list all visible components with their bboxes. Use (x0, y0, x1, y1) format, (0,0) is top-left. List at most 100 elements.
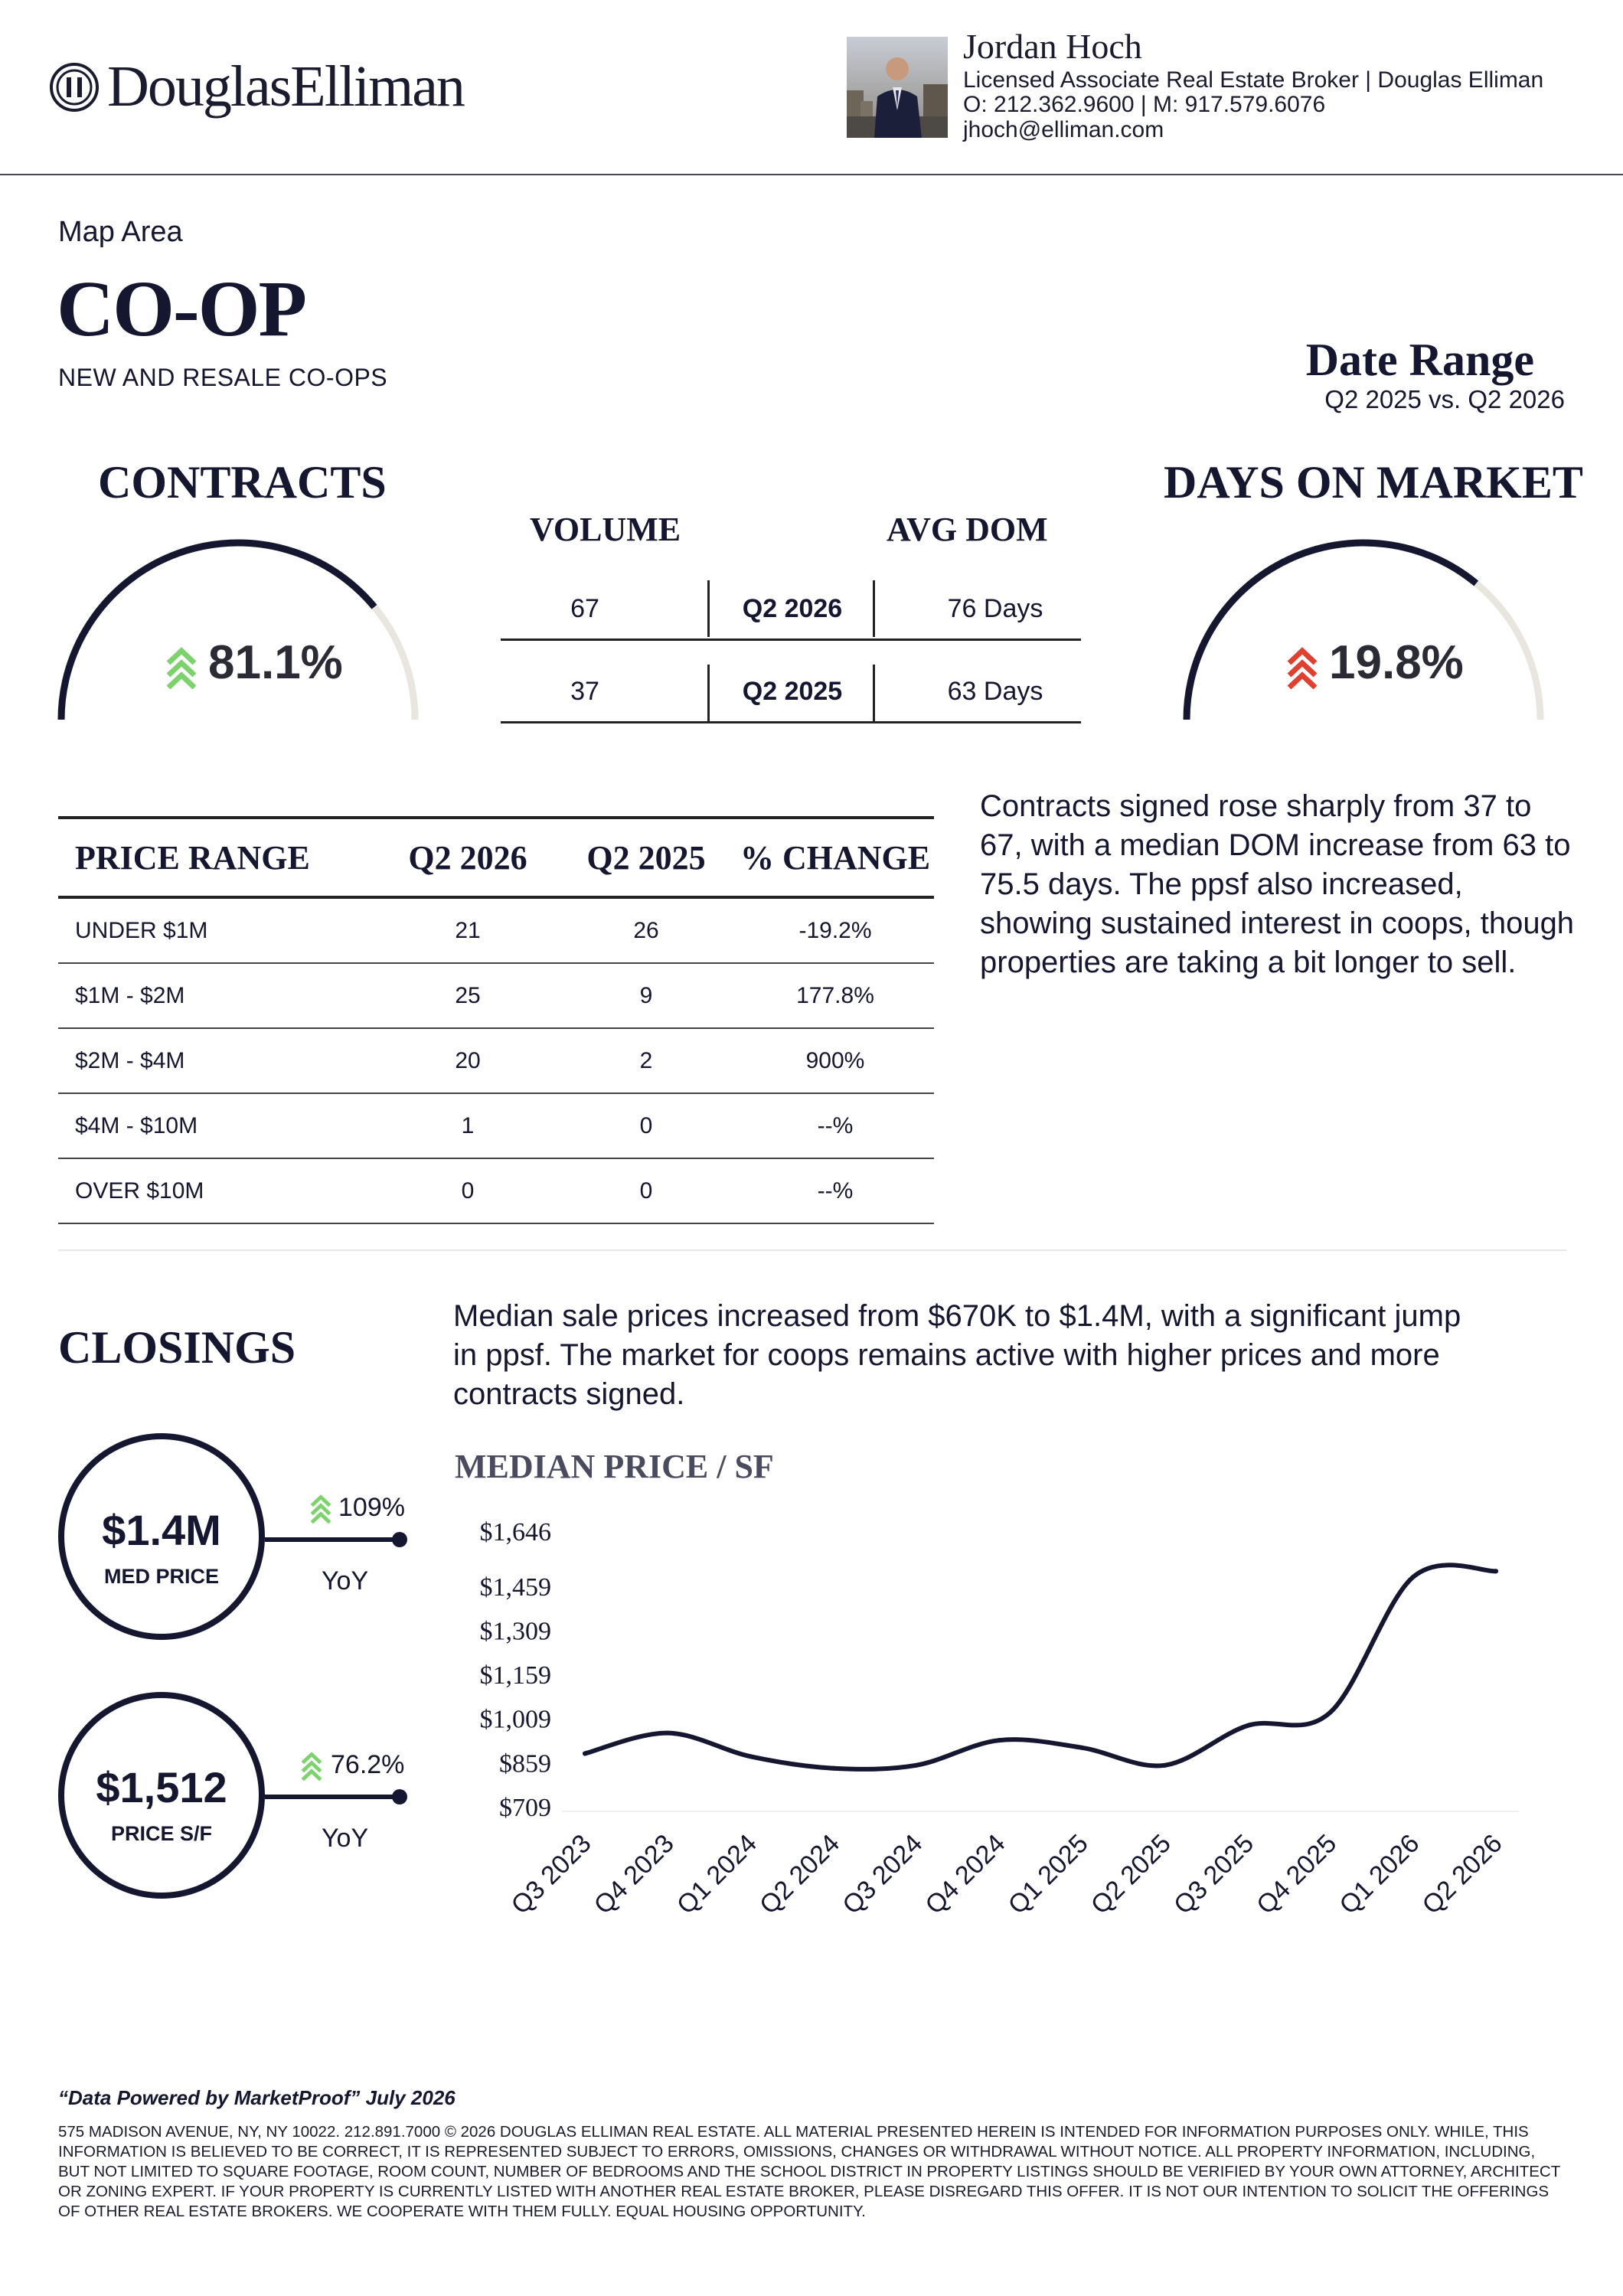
cell-q2-2025: 2 (639, 1047, 653, 1073)
cell-q2-2026: 25 (455, 982, 481, 1008)
agent-email[interactable]: jhoch@elliman.com (963, 117, 1164, 142)
data-point (1494, 1569, 1498, 1574)
table-row: $2M - $4M 20 2 900% (58, 1029, 934, 1094)
x-tick-label: Q1 2026 (1334, 1829, 1425, 1920)
cell-q2-2026: 20 (455, 1047, 481, 1073)
dom-up-arrow-icon (1287, 647, 1318, 689)
price-per-sf-up-arrow-icon (301, 1752, 322, 1781)
brand-name: DouglasElliman (107, 54, 465, 119)
price-per-sf-circle (58, 1692, 265, 1899)
x-tick-label: Q4 2025 (1251, 1829, 1342, 1920)
date-range-title: Date Range (1305, 335, 1534, 385)
x-tick-label: Q1 2024 (671, 1829, 763, 1920)
chart-title: MEDIAN PRICE / SF (455, 1448, 774, 1485)
y-tick-label: $1,159 (480, 1661, 552, 1690)
median-price-up-arrow-icon (310, 1494, 331, 1524)
price-range-table: PRICE RANGE Q2 2026 Q2 2025 % CHANGE UND… (58, 816, 934, 1224)
data-point (996, 1738, 1001, 1743)
column-separator (707, 580, 710, 637)
header-price-range: PRICE RANGE (75, 838, 310, 877)
y-tick-label: $1,309 (480, 1617, 552, 1645)
x-tick-label: Q2 2024 (754, 1829, 845, 1920)
cell-range: $1M - $2M (75, 982, 185, 1008)
median-price-sf-line (583, 1563, 1498, 1772)
brand-logo: DouglasElliman (49, 54, 465, 120)
data-point (583, 1751, 587, 1756)
cell-q2-2026: 21 (455, 917, 481, 943)
connector-line (265, 1537, 400, 1542)
column-separator (873, 580, 875, 637)
contracts-up-arrow-icon (166, 647, 197, 689)
report-title: CO-OP (57, 265, 307, 353)
volume-value: 67 (570, 594, 599, 623)
table-row: $1M - $2M 25 9 177.8% (58, 964, 934, 1029)
price-per-sf-period: YoY (322, 1824, 369, 1853)
report-subtitle: NEW AND RESALE CO-OPS (58, 364, 388, 391)
cell-q2-2026: 0 (461, 1177, 475, 1204)
column-separator (707, 665, 710, 721)
avg-dom-value: 63 Days (947, 677, 1043, 706)
y-tick-label: $1,009 (480, 1706, 552, 1734)
header-change: % CHANGE (740, 838, 931, 877)
table-row: $4M - $10M 1 0 --% (58, 1094, 934, 1159)
data-source: “Data Powered by MarketProof” July 2026 (58, 2086, 456, 2109)
cell-q2-2025: 26 (633, 917, 659, 943)
contracts-heading: CONTRACTS (98, 457, 387, 508)
median-price-change: 109% (338, 1493, 405, 1522)
x-tick-label: Q4 2024 (919, 1829, 1011, 1920)
avg-dom-col-header: AVG DOM (887, 511, 1048, 548)
table-header: PRICE RANGE Q2 2026 Q2 2025 % CHANGE (58, 816, 934, 899)
contracts-commentary: Contracts signed rose sharply from 37 to… (980, 789, 1575, 979)
agent-photo (847, 37, 948, 138)
cell-change: 177.8% (796, 982, 874, 1008)
agent-name: Jordan Hoch (963, 27, 1142, 66)
contracts-gauge (57, 539, 419, 720)
cell-range: UNDER $1M (75, 917, 208, 943)
x-tick-label: Q2 2026 (1417, 1829, 1508, 1920)
median-price-sf-chart: $1,646 $1,459 $1,309 $1,159 $1,009 $859 $709 Q3… (480, 1518, 1519, 1920)
volume-value: 37 (570, 677, 599, 706)
data-point (748, 1754, 753, 1759)
row-divider (501, 639, 1081, 641)
period-label: Q2 2026 (742, 594, 843, 623)
price-per-sf-label: PRICE S/F (110, 1822, 213, 1845)
x-tick-label: Q1 2025 (1003, 1829, 1094, 1920)
row-divider (501, 721, 1081, 723)
cell-change: 900% (805, 1047, 865, 1073)
table-row: UNDER $1M 21 26 -19.2% (58, 899, 934, 964)
cell-q2-2025: 0 (639, 1112, 653, 1138)
data-point (665, 1730, 671, 1736)
closings-heading: CLOSINGS (58, 1322, 296, 1373)
header-divider (0, 174, 1623, 175)
data-point (1327, 1710, 1333, 1715)
y-tick-label: $1,459 (480, 1573, 552, 1602)
data-point (1162, 1762, 1167, 1768)
data-point (1079, 1745, 1085, 1750)
cell-range: $2M - $4M (75, 1047, 185, 1073)
agent-title: Licensed Associate Real Estate Broker | … (963, 67, 1544, 93)
cell-change: -19.2% (798, 917, 872, 943)
period-label: Q2 2025 (742, 677, 843, 706)
connector-dot (392, 1789, 407, 1804)
median-price-circle (58, 1433, 265, 1640)
date-range: Q2 2025 vs. Q2 2026 (1324, 385, 1565, 413)
y-tick-label: $1,646 (480, 1518, 552, 1546)
y-tick-label: $859 (499, 1749, 551, 1778)
cell-range: OVER $10M (75, 1177, 204, 1204)
data-point (913, 1762, 919, 1768)
agent-phones: O: 212.362.9600 | M: 917.579.6076 (963, 92, 1326, 117)
cell-range: $4M - $10M (75, 1112, 198, 1138)
closings-commentary: Median sale prices increased from $670K … (453, 1299, 1461, 1411)
data-point (831, 1765, 836, 1771)
y-tick-label: $709 (499, 1794, 551, 1822)
median-price-value: $1.4M (102, 1506, 221, 1554)
cell-q2-2025: 9 (639, 982, 653, 1008)
cell-change: --% (817, 1112, 854, 1138)
legal-disclaimer: 575 MADISON AVENUE, NY, NY 10022. 212.89… (58, 2123, 1560, 2220)
column-separator (873, 665, 875, 721)
contracts-change: 81.1% (208, 636, 343, 689)
cell-change: --% (817, 1177, 854, 1204)
x-tick-label: Q2 2025 (1086, 1829, 1177, 1920)
median-price-period: YoY (322, 1566, 369, 1595)
connector-line (265, 1795, 400, 1799)
